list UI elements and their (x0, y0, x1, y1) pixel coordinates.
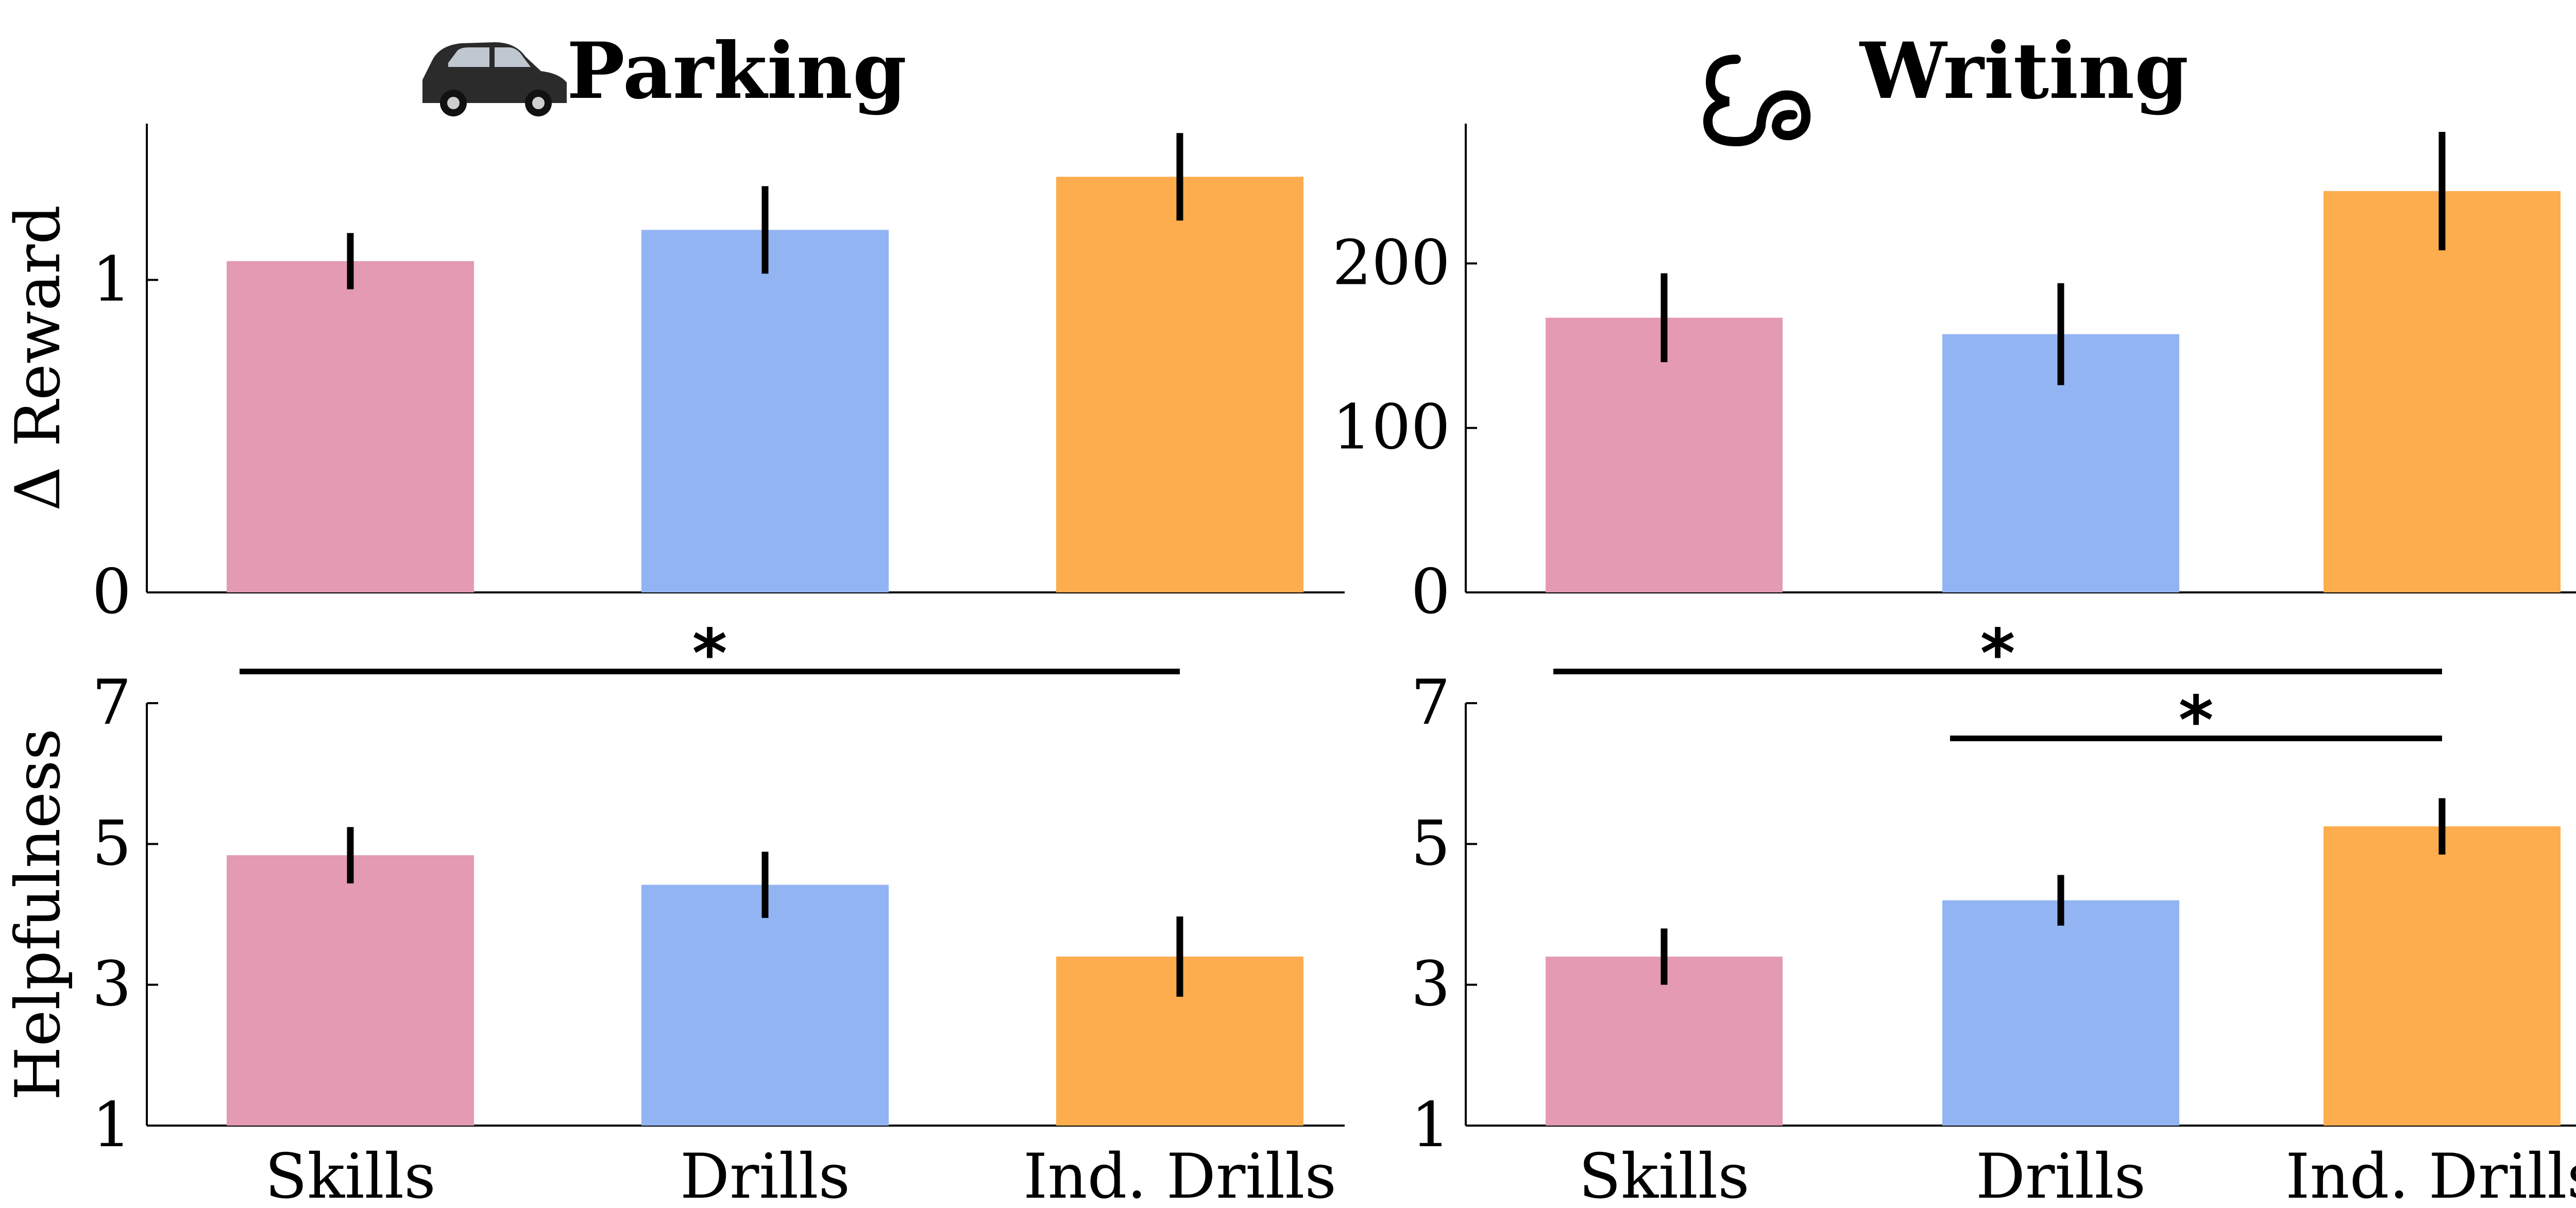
bar-skills (227, 855, 474, 1126)
writing-title-group: Writing (1703, 26, 2189, 147)
writing-icon (1703, 55, 1811, 147)
y-tick-label: 0 (92, 556, 131, 628)
parking-reward-panel: 0 1 Δ Reward (3, 124, 1345, 628)
writing-helpfulness-panel: 1 3 5 7 Skills Drills Ind. Drills * * (1411, 615, 2576, 1208)
bar-ind-drills (1056, 177, 1303, 593)
parking-title: Parking (567, 26, 907, 116)
category-label: Skills (265, 1141, 436, 1208)
significance-star: * (2179, 681, 2214, 759)
bar-ind-drills (2324, 826, 2561, 1126)
writing-reward-panel: 0 100 200 (1332, 124, 2576, 628)
parking-title-group: Parking (422, 26, 907, 116)
y-tick-label: 5 (1411, 808, 1450, 879)
y-tick-label: 1 (92, 244, 131, 315)
y-tick-label: 7 (1411, 667, 1450, 739)
bar-drills (641, 230, 889, 592)
car-icon (422, 42, 567, 116)
category-label: Drills (1976, 1141, 2146, 1208)
significance-star: * (1980, 615, 2015, 693)
category-label: Ind. Drills (1023, 1141, 1336, 1208)
bar-skills (1546, 317, 1783, 592)
y-tick-label: 1 (92, 1090, 131, 1161)
y-axis-label: Δ Reward (3, 205, 74, 512)
y-tick-label: 100 (1332, 392, 1450, 464)
y-tick-label: 3 (1411, 949, 1450, 1020)
bar-ind-drills (2324, 191, 2561, 592)
parking-helpfulness-panel: 1 3 5 7 Skills Drills Ind. Drills Helpfulness * (3, 615, 1345, 1208)
y-tick-label: 0 (1411, 556, 1450, 628)
y-tick-label: 3 (92, 949, 131, 1020)
bar-skills (227, 261, 474, 592)
y-tick-label: 7 (92, 667, 131, 739)
category-label: Skills (1579, 1141, 1750, 1208)
y-tick-label: 200 (1332, 227, 1450, 299)
category-label: Ind. Drills (2285, 1141, 2576, 1208)
y-axis-label: Helpfulness (3, 728, 74, 1100)
category-label: Drills (680, 1141, 850, 1208)
significance-star: * (692, 615, 727, 693)
y-tick-label: 5 (92, 808, 131, 879)
bar-drills (641, 884, 889, 1126)
writing-title: Writing (1859, 26, 2189, 116)
y-tick-label: 1 (1411, 1090, 1450, 1161)
bar-drills (1942, 900, 2179, 1126)
